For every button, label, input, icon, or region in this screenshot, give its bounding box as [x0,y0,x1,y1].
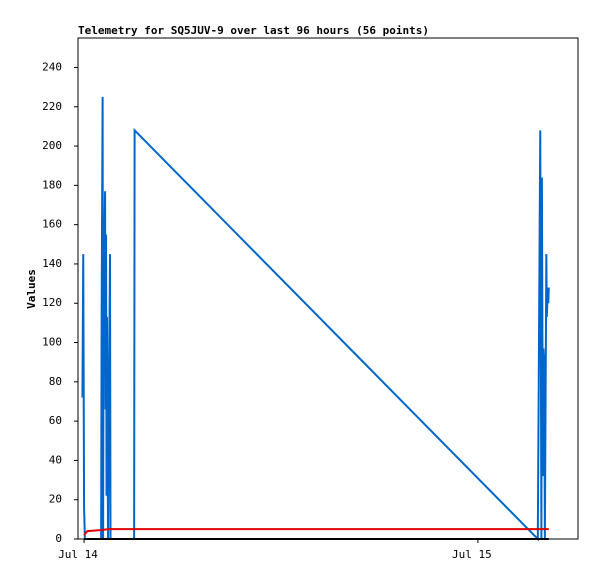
y-tick-label: 0 [55,532,62,545]
chart-title: Telemetry for SQ5JUV-9 over last 96 hour… [78,24,429,37]
y-tick-label: 60 [49,414,62,427]
y-tick-label: 40 [49,453,62,466]
series-line [83,528,549,536]
plot-frame [77,37,579,540]
y-tick-label: 160 [42,218,62,231]
y-tick-label: 20 [49,493,62,506]
y-axis-label: Values [25,269,38,309]
y-tick-label: 140 [42,257,62,270]
y-tick-label: 220 [42,100,62,113]
y-tick-label: 100 [42,336,62,349]
y-tick-label: 200 [42,139,62,152]
x-tick-label: Jul 14 [58,548,98,561]
y-tick-label: 80 [49,375,62,388]
y-tick-label: 120 [42,296,62,309]
y-tick-label: 180 [42,178,62,191]
x-tick-label: Jul 15 [452,548,492,561]
y-tick-label: 240 [42,60,62,73]
series-line [81,96,550,542]
